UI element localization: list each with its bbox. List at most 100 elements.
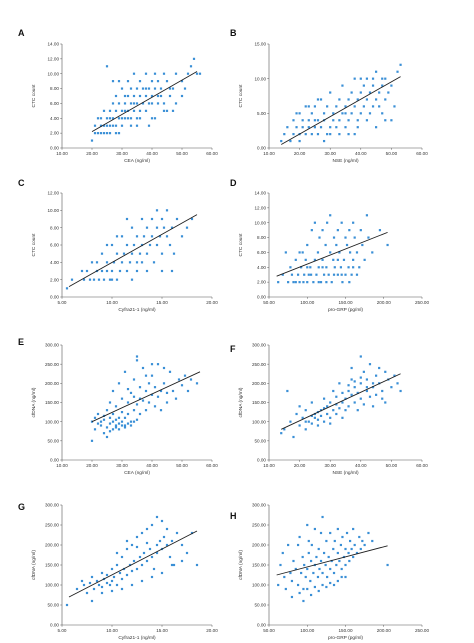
data-point <box>125 539 129 543</box>
data-point <box>378 366 381 370</box>
data-point <box>363 543 366 547</box>
data-point <box>371 405 375 408</box>
y-tick-label: 12.00 <box>255 205 267 210</box>
data-point <box>353 386 356 389</box>
data-point <box>358 535 361 539</box>
data-point <box>298 424 301 427</box>
data-point <box>150 217 154 221</box>
data-point <box>95 261 99 264</box>
x-tick-label: 30.00 <box>324 463 336 468</box>
data-point <box>138 397 142 400</box>
data-point <box>341 84 344 87</box>
y-axis-label: cfDNA (ng/ml) <box>31 387 37 417</box>
data-point <box>310 543 313 547</box>
data-point <box>286 126 289 129</box>
data-point <box>363 258 366 261</box>
data-point <box>329 126 332 129</box>
data-point <box>120 124 124 127</box>
data-point <box>159 94 163 98</box>
data-point <box>347 551 350 555</box>
x-tick-label: 100.00 <box>300 628 314 633</box>
data-point <box>332 273 336 276</box>
data-point <box>390 84 393 87</box>
y-tick-label: 0.00 <box>50 458 59 463</box>
data-point <box>336 229 339 232</box>
data-point <box>313 416 316 419</box>
data-point <box>280 432 283 435</box>
data-point <box>123 117 127 120</box>
data-point <box>144 72 148 75</box>
data-point <box>150 374 154 377</box>
data-point <box>325 585 328 589</box>
data-point <box>186 72 190 75</box>
data-point <box>105 124 109 127</box>
data-point <box>141 366 145 370</box>
data-point <box>321 515 324 519</box>
data-point <box>353 401 356 404</box>
data-point <box>336 551 339 555</box>
x-tick-label: 30.00 <box>116 463 128 468</box>
data-point <box>315 273 318 276</box>
data-point <box>150 523 154 527</box>
x-tick-label: 15.00 <box>156 300 168 305</box>
data-point <box>147 102 151 105</box>
data-point <box>155 543 159 547</box>
data-point <box>347 133 350 136</box>
data-point <box>332 236 336 239</box>
data-point <box>317 547 320 551</box>
data-point <box>306 266 309 269</box>
data-point <box>105 65 109 68</box>
x-tick-label: 10.00 <box>263 463 275 468</box>
data-point <box>332 409 335 412</box>
data-point <box>347 266 350 269</box>
data-point <box>335 563 338 567</box>
data-point <box>313 258 316 261</box>
data-point <box>350 393 353 396</box>
data-point <box>335 412 338 416</box>
data-point <box>158 235 162 238</box>
data-point <box>117 428 121 431</box>
data-point <box>378 229 382 232</box>
data-point <box>381 77 384 80</box>
data-point <box>120 117 124 120</box>
trend-line <box>68 214 198 287</box>
data-point <box>150 555 154 559</box>
data-point <box>147 382 151 385</box>
data-point <box>348 251 352 254</box>
y-tick-label: 14.00 <box>255 191 267 196</box>
data-point <box>393 374 396 377</box>
data-point <box>386 243 389 247</box>
data-point <box>114 124 118 127</box>
data-point <box>160 571 164 575</box>
data-point <box>130 583 134 587</box>
x-tick-label: 40.00 <box>355 463 367 468</box>
data-point <box>340 567 343 571</box>
data-point <box>313 221 316 224</box>
data-point <box>118 269 122 273</box>
y-tick-label: 250.00 <box>252 523 266 528</box>
data-point <box>332 571 336 575</box>
data-point <box>283 575 286 579</box>
y-axis-label: CTC count <box>238 233 244 257</box>
panel-f: F 10.00 20.00 30.00 40.00 50.00 60.00 0.00 50.00… <box>230 343 428 476</box>
data-point <box>294 567 297 571</box>
data-point <box>147 87 151 90</box>
data-point <box>344 105 347 108</box>
data-point <box>325 281 328 284</box>
y-tick-label: 250.00 <box>45 362 59 367</box>
data-point <box>307 119 310 122</box>
data-point <box>340 273 343 276</box>
data-point <box>155 226 159 229</box>
x-tick-label: 40.00 <box>146 151 158 156</box>
data-point <box>140 261 144 264</box>
data-point <box>105 269 109 273</box>
data-point <box>138 117 142 120</box>
data-point <box>362 84 365 87</box>
data-point <box>117 382 121 385</box>
data-point <box>304 105 307 108</box>
data-point <box>126 387 130 391</box>
data-point <box>147 401 151 404</box>
data-point <box>393 105 396 108</box>
data-point <box>329 531 332 535</box>
data-point <box>120 555 124 559</box>
